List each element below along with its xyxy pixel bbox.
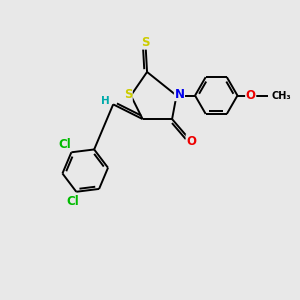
Text: Cl: Cl <box>59 138 71 151</box>
Text: O: O <box>186 135 196 148</box>
Text: S: S <box>141 36 150 49</box>
Text: CH₃: CH₃ <box>271 91 291 100</box>
Text: Cl: Cl <box>66 195 79 208</box>
Text: N: N <box>174 88 184 100</box>
Text: O: O <box>246 89 256 102</box>
Text: H: H <box>101 96 110 106</box>
Text: S: S <box>124 88 132 101</box>
